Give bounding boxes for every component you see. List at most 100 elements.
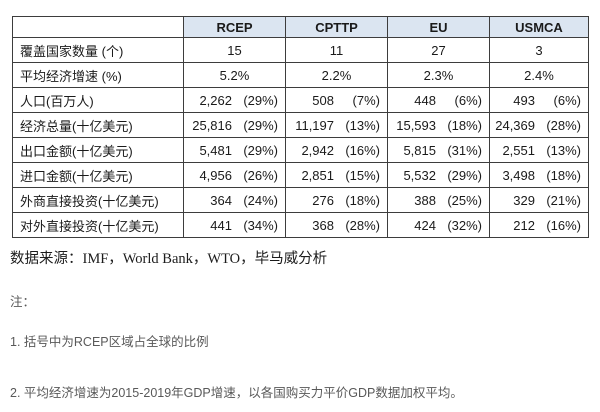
table-cell: 276 (18%) [285, 187, 388, 213]
cell-pair: 368 (28%) [287, 217, 387, 233]
row-label: 进口金额(十亿美元) [12, 162, 184, 188]
table-cell: 2.3% [387, 62, 490, 88]
cell-value: 424 [414, 217, 436, 233]
corner-cell [12, 16, 184, 38]
note-item-2: 2. 平均经济增速为2015-2019年GDP增速，以各国购买力平价GDP数据加… [10, 386, 463, 400]
table-cell: 2.4% [489, 62, 589, 88]
cell-percent: (13%) [345, 117, 380, 133]
cell-pair: 388 (25%) [389, 192, 489, 208]
cell-percent: (15%) [345, 167, 380, 183]
cell-value: 2,262 [199, 92, 232, 108]
table-row: 外商直接投资(十亿美元) 364 (24%) 276 (18%) 388 (25%) 329 (… [12, 187, 589, 213]
cell-value: 2,851 [301, 167, 334, 183]
col-header-usmca: USMCA [489, 16, 589, 38]
table-cell: 2,551 (13%) [489, 137, 589, 163]
cell-percent: (16%) [345, 142, 380, 158]
cell-pair: 424 (32%) [389, 217, 489, 233]
note-item-1: 1. 括号中为RCEP区域占全球的比例 [10, 335, 209, 349]
table-cell: 25,816 (29%) [183, 112, 286, 138]
cell-pair: 25,816 (29%) [185, 117, 285, 133]
table-cell: 11 [285, 37, 388, 63]
table-cell: 5,532 (29%) [387, 162, 490, 188]
table-cell: 5,815 (31%) [387, 137, 490, 163]
header-row: RCEP CPTTP EU USMCA [12, 16, 589, 38]
cell-percent: (18%) [546, 167, 581, 183]
table-cell: 2.2% [285, 62, 388, 88]
table-cell: 448 (6%) [387, 87, 490, 113]
cell-percent: (16%) [546, 217, 581, 233]
cell-percent: (18%) [345, 192, 380, 208]
cell-percent: (34%) [243, 217, 278, 233]
cell-pair: 2,262 (29%) [185, 92, 285, 108]
row-label: 平均经济增速 (%) [12, 62, 184, 88]
cell-percent: (26%) [243, 167, 278, 183]
table-row: 对外直接投资(十亿美元) 441 (34%) 368 (28%) 424 (32%) 212 (… [12, 212, 589, 238]
table-body: 覆盖国家数量 (个) 15 11 27 3 平均经济增速 (%) 5.2% 2.2% 2.3% 2… [12, 37, 589, 238]
cell-pair: 448 (6%) [389, 92, 489, 108]
cell-value: 329 [513, 192, 535, 208]
cell-value: 4,956 [199, 167, 232, 183]
cell-percent: (21%) [546, 192, 581, 208]
cell-percent: (18%) [447, 117, 482, 133]
row-label: 覆盖国家数量 (个) [12, 37, 184, 63]
cell-pair: 508 (7%) [287, 92, 387, 108]
cell-value: 11,197 [295, 117, 334, 133]
cell-value: 212 [513, 217, 535, 233]
cell-pair: 4,956 (26%) [185, 167, 285, 183]
cell-percent: (28%) [345, 217, 380, 233]
table-cell: 212 (16%) [489, 212, 589, 238]
cell-value: 276 [312, 192, 334, 208]
cell-percent: (24%) [243, 192, 278, 208]
cell-pair: 329 (21%) [491, 192, 588, 208]
cell-value: 24,369 [495, 117, 535, 133]
cell-pair: 24,369 (28%) [491, 117, 588, 133]
table-cell: 2,942 (16%) [285, 137, 388, 163]
cell-percent: (29%) [447, 167, 482, 183]
cell-pair: 11,197 (13%) [287, 117, 387, 133]
table-row: 人口(百万人) 2,262 (29%) 508 (7%) 448 (6%) 493 (6%) [12, 87, 589, 113]
row-label: 人口(百万人) [12, 87, 184, 113]
table-cell: 4,956 (26%) [183, 162, 286, 188]
cell-percent: (29%) [243, 117, 278, 133]
row-label: 对外直接投资(十亿美元) [12, 212, 184, 238]
row-label: 出口金额(十亿美元) [12, 137, 184, 163]
cell-percent: (6%) [454, 92, 482, 108]
table-row: 进口金额(十亿美元) 4,956 (26%) 2,851 (15%) 5,532 (29%)… [12, 162, 589, 188]
cell-value: 5,481 [199, 142, 232, 158]
cell-value: 508 [312, 92, 334, 108]
cell-percent: (29%) [243, 92, 278, 108]
cell-pair: 2,551 (13%) [491, 142, 588, 158]
table-row: 覆盖国家数量 (个) 15 11 27 3 [12, 37, 589, 63]
cell-pair: 276 (18%) [287, 192, 387, 208]
cell-pair: 5,532 (29%) [389, 167, 489, 183]
notes-heading: 注： [10, 295, 36, 309]
cell-value: 2,551 [502, 142, 535, 158]
cell-value: 2,942 [301, 142, 334, 158]
cell-value: 493 [513, 92, 535, 108]
col-header-eu: EU [387, 16, 490, 38]
trade-bloc-comparison-table: RCEP CPTTP EU USMCA 覆盖国家数量 (个) 15 11 27 3 平均经济增速… [12, 16, 589, 238]
cell-pair: 212 (16%) [491, 217, 588, 233]
table-cell: 5.2% [183, 62, 286, 88]
cell-pair: 5,815 (31%) [389, 142, 489, 158]
table-row: 平均经济增速 (%) 5.2% 2.2% 2.3% 2.4% [12, 62, 589, 88]
cell-pair: 3,498 (18%) [491, 167, 588, 183]
table-cell: 2,851 (15%) [285, 162, 388, 188]
cell-percent: (25%) [447, 192, 482, 208]
cell-pair: 493 (6%) [491, 92, 588, 108]
table-cell: 508 (7%) [285, 87, 388, 113]
cell-value: 25,816 [192, 117, 232, 133]
table-cell: 15,593 (18%) [387, 112, 490, 138]
cell-value: 388 [414, 192, 436, 208]
table-cell: 15 [183, 37, 286, 63]
table-cell: 27 [387, 37, 490, 63]
cell-value: 3,498 [502, 167, 535, 183]
col-header-rcep: RCEP [183, 16, 286, 38]
table-cell: 329 (21%) [489, 187, 589, 213]
table-row: 出口金额(十亿美元) 5,481 (29%) 2,942 (16%) 5,815 (31%)… [12, 137, 589, 163]
table-cell: 424 (32%) [387, 212, 490, 238]
cell-percent: (32%) [447, 217, 482, 233]
cell-value: 364 [210, 192, 232, 208]
cell-percent: (29%) [243, 142, 278, 158]
cell-value: 5,815 [403, 142, 436, 158]
